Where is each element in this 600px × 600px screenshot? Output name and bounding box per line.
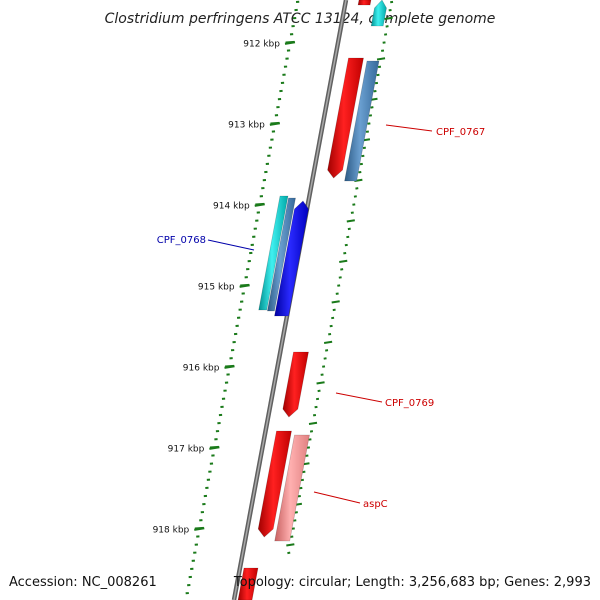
gene-label[interactable]: aspC [363,499,388,510]
tick-label: 918 kbp [153,526,190,536]
major-tick [323,340,333,344]
major-tick [224,365,235,369]
major-tick [254,203,265,207]
gene-label[interactable]: CPF_0769 [385,398,434,409]
gene-red-0770[interactable] [257,430,292,538]
tick-label: 914 kbp [213,202,250,212]
gene-red-cpf0766[interactable] [327,57,364,179]
gene-label-leader [335,392,383,403]
map-title: Clostridium perfringens ATCC 13124, comp… [105,11,496,27]
major-tick [331,300,340,304]
tick-label: 917 kbp [168,445,205,455]
gene-label-leader [207,239,255,251]
inner-tick-ring [185,0,300,595]
gene-steel-cpf0767[interactable] [344,60,380,182]
major-tick [284,41,296,45]
gene-label[interactable]: CPF_0768 [157,235,206,246]
gene-steel-cpf0768b[interactable] [267,197,296,312]
gene-features [237,0,387,600]
major-tick [286,543,295,547]
major-tick [346,219,355,223]
major-tick [269,122,281,126]
major-tick [376,57,386,61]
tick-label: 915 kbp [198,283,235,293]
gene-red-bottom[interactable] [237,567,259,600]
accession-text: Accession: NC_008261 [9,575,157,590]
tick-labels: 912 kbp 913 kbp 914 kbp 915 kbp 916 kbp 917 k… [153,40,281,536]
gene-label-layer: CPF_0767 CPF_0768 CPF_0769 aspC [157,124,485,510]
gene-label[interactable]: CPF_0767 [436,127,485,138]
tick-label: 916 kbp [183,364,220,374]
major-tick [384,16,393,20]
gene-blue-cpf0768c[interactable] [274,200,309,317]
major-tick [239,284,250,288]
gene-label-leader [385,124,433,132]
tick-label: 912 kbp [243,40,280,50]
gene-cyan-cpf0768[interactable] [258,195,289,311]
major-tick [316,381,325,385]
gene-pink-aspC[interactable] [274,434,310,542]
tick-label: 913 kbp [228,121,265,131]
gene-red-cpf0769[interactable] [282,351,309,418]
major-tick [339,259,348,263]
gene-top-red[interactable] [357,0,372,6]
genome-summary-text: Topology: circular; Length: 3,256,683 bp… [233,575,591,590]
gene-label-leader [313,491,361,504]
major-tick [194,527,205,531]
gene-top-cyan[interactable] [370,0,387,27]
major-tick [209,446,220,450]
major-tick [308,421,318,425]
